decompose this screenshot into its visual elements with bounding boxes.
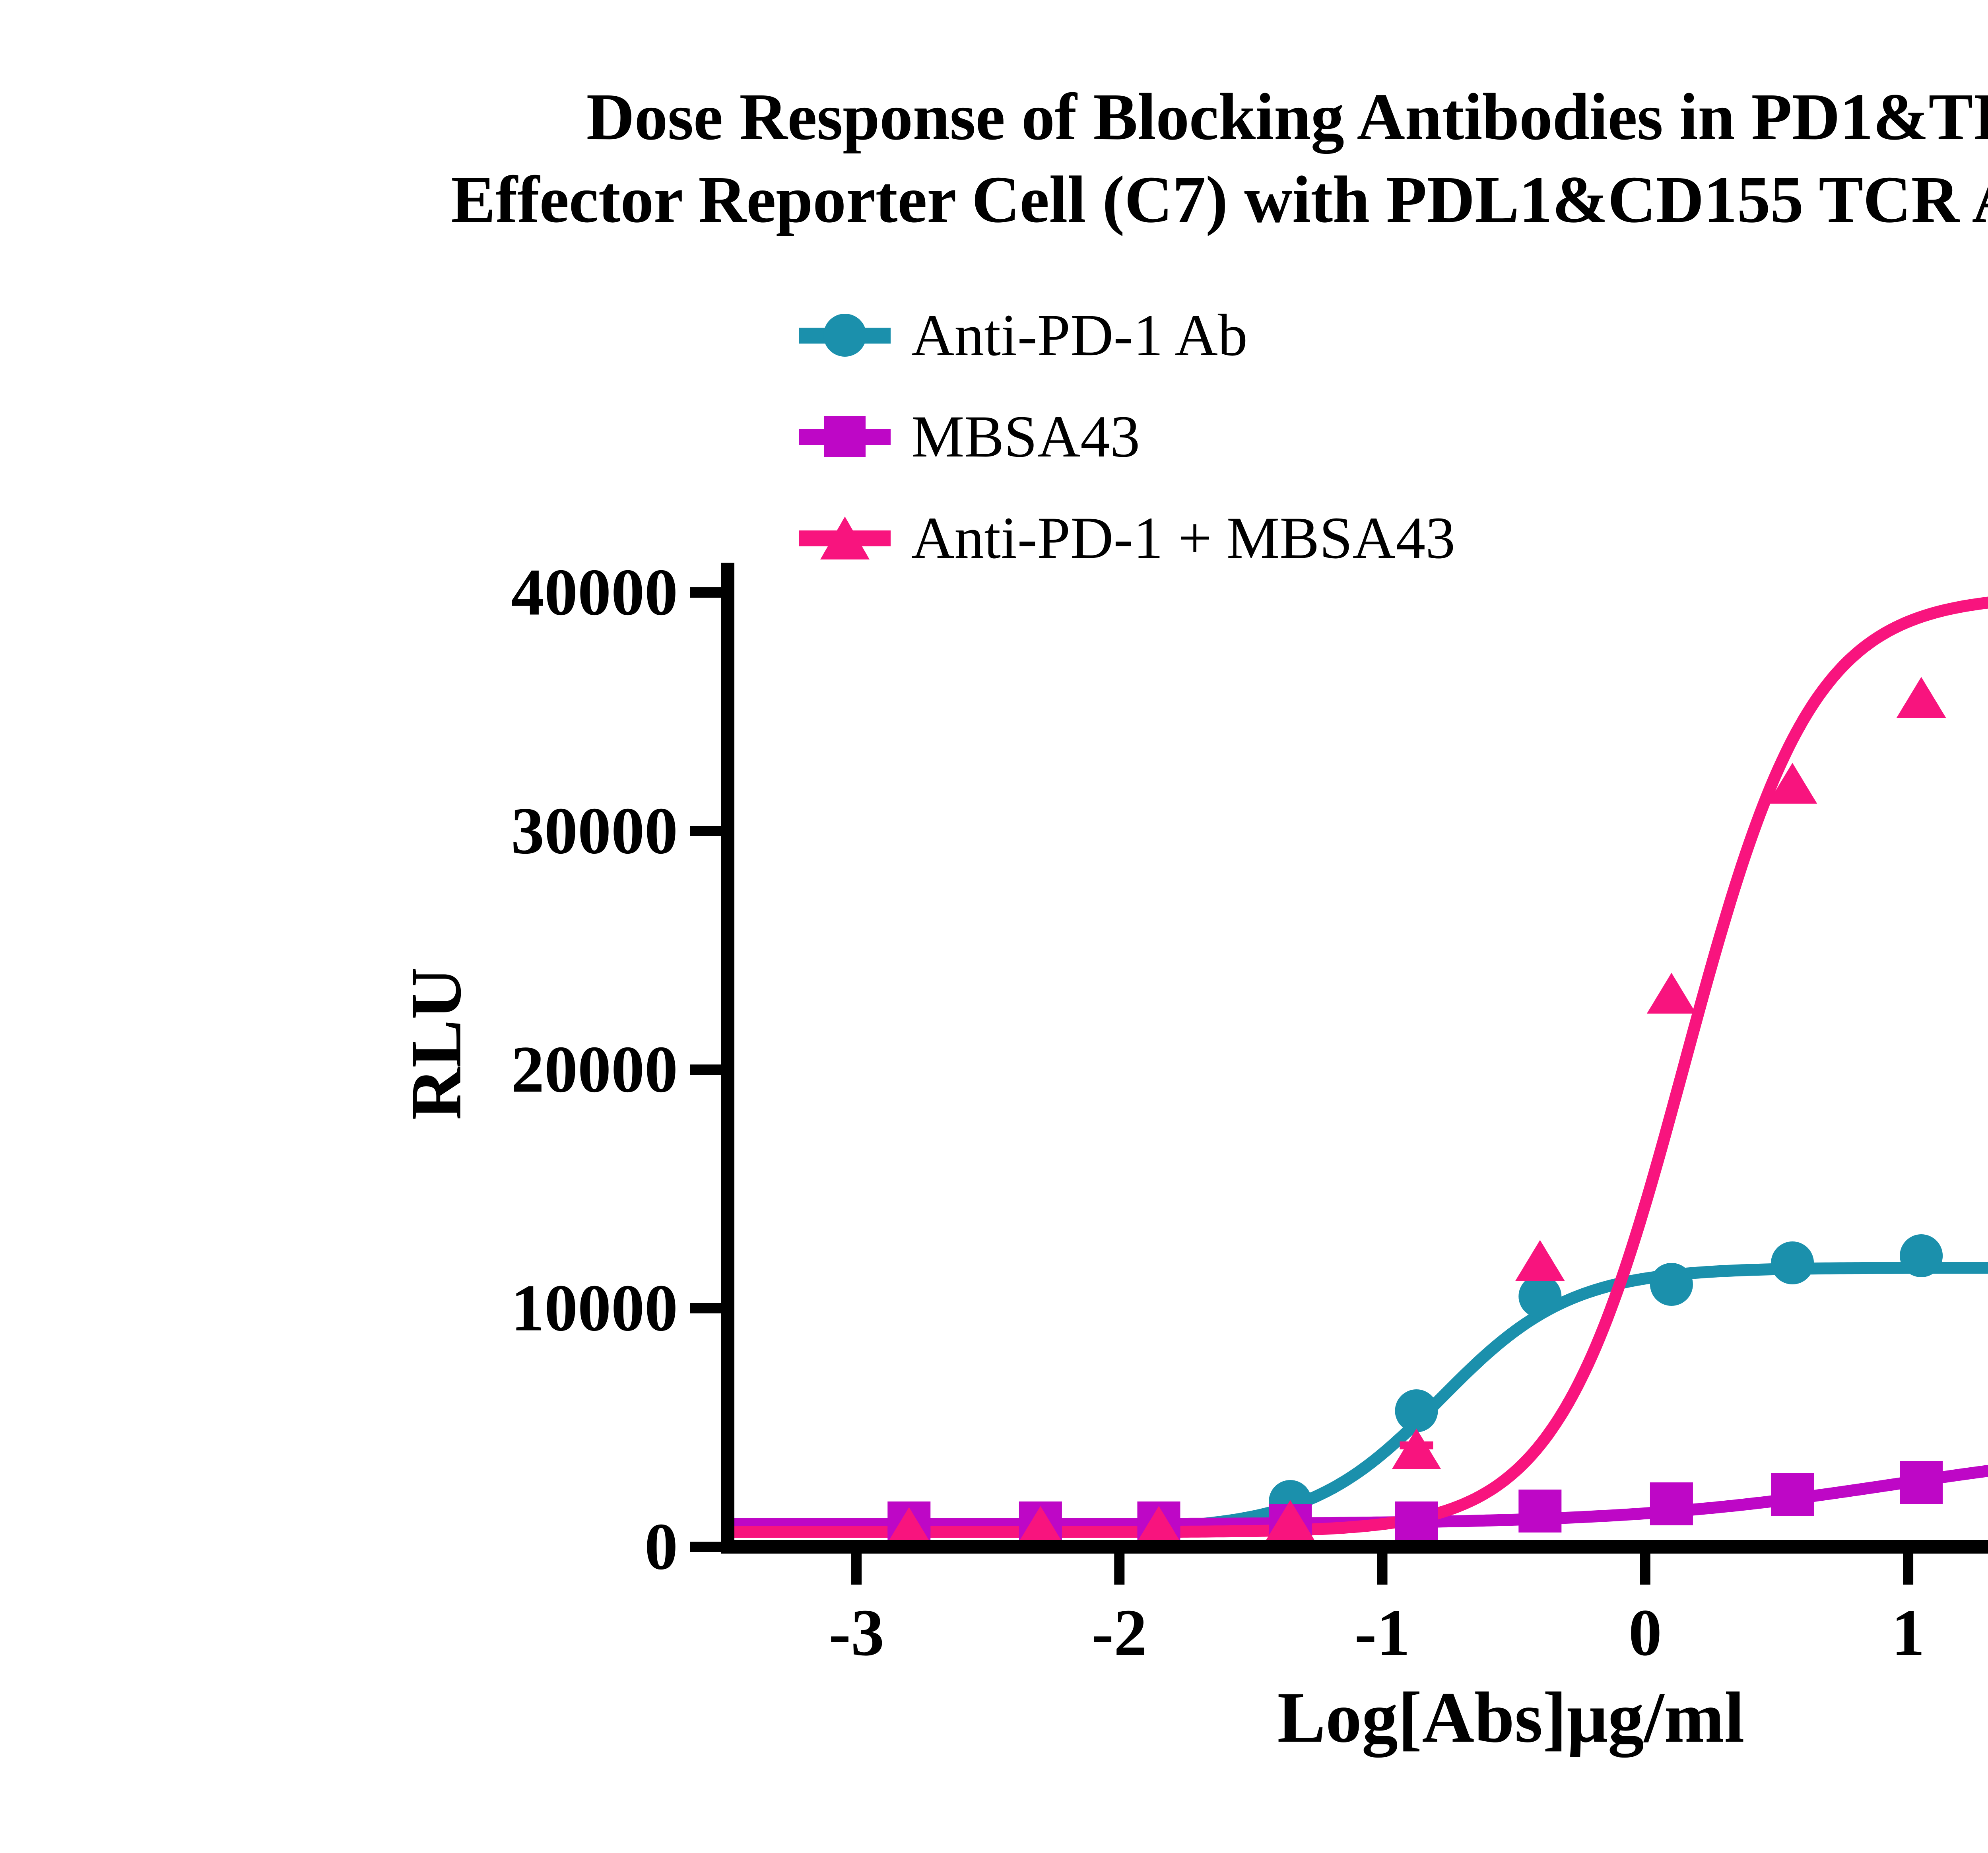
x-axis-title: Log[Abs]μg/ml	[1277, 1678, 1745, 1758]
data-point-circle[interactable]	[1395, 1389, 1438, 1432]
y-tick-label: 20000	[511, 1032, 678, 1107]
data-point-triangle[interactable]	[884, 1507, 934, 1548]
x-tick-label: -3	[829, 1596, 884, 1670]
data-point-square[interactable]	[1900, 1461, 1943, 1504]
legend-item-combo[interactable]: Anti-PD-1 + MBSA43	[799, 487, 1952, 589]
chart-legend: Anti-PD-1 Ab MBSA43 Anti-PD-1 + MBSA43	[799, 284, 1952, 589]
data-point-circle[interactable]	[1900, 1234, 1943, 1277]
legend-item-anti-pd1[interactable]: Anti-PD-1 Ab	[799, 284, 1952, 386]
chart-title-line-1: Dose Response of Blocking Antibodies in …	[586, 80, 1988, 154]
data-point-triangle[interactable]	[1015, 1506, 1066, 1547]
data-point-triangle[interactable]	[1897, 677, 1946, 718]
data-point-square[interactable]	[1650, 1482, 1693, 1525]
y-tick-label: 10000	[511, 1271, 678, 1345]
legend-label-combo: Anti-PD-1 + MBSA43	[911, 505, 1456, 571]
data-point-triangle[interactable]	[1134, 1506, 1184, 1547]
data-point-circle[interactable]	[1650, 1263, 1693, 1306]
y-tick-label: 30000	[511, 794, 678, 868]
legend-label-mbsa43: MBSA43	[911, 403, 1140, 470]
data-point-triangle[interactable]	[1515, 1240, 1565, 1281]
data-point-square[interactable]	[1518, 1490, 1562, 1533]
y-tick-label: 40000	[511, 555, 678, 629]
x-tick-label: 0	[1628, 1596, 1662, 1670]
y-tick-label: 0	[645, 1509, 678, 1584]
data-point-triangle[interactable]	[1392, 1428, 1441, 1469]
data-point-circle[interactable]	[1771, 1241, 1814, 1284]
data-point-square[interactable]	[1395, 1501, 1438, 1544]
data-point-triangle[interactable]	[1646, 973, 1697, 1014]
legend-marker-square-icon	[799, 391, 891, 482]
legend-label-anti-pd1: Anti-PD-1 Ab	[911, 302, 1248, 368]
data-point-square[interactable]	[1771, 1473, 1814, 1516]
legend-marker-triangle-icon	[799, 492, 891, 584]
legend-marker-circle-icon	[799, 289, 891, 381]
x-tick-label: -1	[1354, 1596, 1410, 1670]
y-axis-title: RLU	[396, 967, 476, 1120]
fit-curve-2	[722, 596, 1988, 1538]
x-tick-label: 1	[1891, 1596, 1925, 1670]
chart-title: Dose Response of Blocking Antibodies in …	[0, 76, 1988, 241]
fit-curve-1	[722, 1465, 1988, 1530]
data-point-circle[interactable]	[1518, 1275, 1562, 1318]
x-tick-label: -2	[1091, 1596, 1147, 1670]
legend-item-mbsa43[interactable]: MBSA43	[799, 386, 1952, 487]
data-point-triangle[interactable]	[1768, 763, 1817, 804]
chart-title-line-2: Effector Reporter Cell (C7) with PDL1&CD…	[451, 163, 1988, 237]
data-point-triangle[interactable]	[1265, 1500, 1315, 1541]
